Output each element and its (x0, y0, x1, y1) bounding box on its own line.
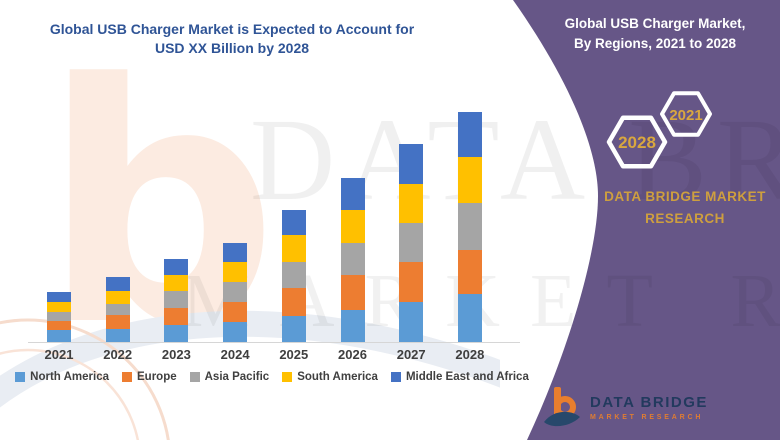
bar-2024 (223, 243, 248, 342)
legend-swatch-icon (189, 372, 200, 382)
x-axis-label-2028: 2028 (455, 347, 485, 362)
bar-segment-north-america (47, 330, 71, 342)
logo-b-icon (544, 387, 580, 427)
bar-2025 (281, 210, 306, 342)
bar-segment-south-america (47, 302, 71, 312)
brand-name-line1: DATA BRIDGE MARKET (604, 189, 766, 204)
bar-segment-north-america (164, 325, 189, 342)
bar-2027 (399, 144, 424, 342)
legend-swatch-icon (122, 372, 132, 382)
chart-legend: North America Europe Asia Pacific South Ame… (15, 371, 529, 383)
bar-segment-asia-pacific (340, 243, 365, 275)
bar-segment-north-america (281, 316, 306, 342)
bar-segment-asia-pacific (399, 223, 424, 262)
hexagon-2021-label: 2021 (669, 107, 702, 124)
bar-segment-middle-east-and-africa (47, 292, 71, 302)
panel-curve-shape (500, 0, 598, 440)
bar-segment-middle-east-and-africa (105, 277, 130, 291)
bar-segment-middle-east-and-africa (223, 243, 248, 262)
company-logo: DATA BRIDGE MARKET RESEARCH (542, 386, 708, 430)
bar-segment-south-america (340, 210, 365, 243)
bar-segment-middle-east-and-africa (281, 210, 306, 235)
bar-segment-asia-pacific (47, 312, 71, 321)
bar-segment-middle-east-and-africa (340, 178, 365, 210)
legend-label: Middle East and Africa (405, 371, 529, 383)
chart-title-line1: Global USB Charger Market is Expected to… (49, 21, 415, 37)
bar-segment-asia-pacific (281, 262, 306, 288)
year-hexagons: 2028 2021 (606, 91, 712, 169)
legend-label: Asia Pacific (204, 371, 270, 383)
legend-item-europe: Europe (122, 371, 177, 383)
brand-name-line2: RESEARCH (645, 210, 725, 226)
bar-segment-south-america (281, 235, 306, 262)
x-axis-label-2024: 2024 (220, 347, 250, 362)
brand-name: DATA BRIDGE MARKET RESEARCH (585, 186, 780, 229)
hexagon-2021-icon (660, 91, 712, 137)
x-axis-label-2025: 2025 (279, 347, 309, 362)
panel-title-line1: Global USB Charger Market, (564, 16, 746, 31)
bar-segment-north-america (340, 310, 365, 342)
legend-item-asia-pacific: Asia Pacific (189, 371, 270, 383)
x-axis-label-2023: 2023 (161, 347, 191, 362)
legend-swatch-icon (282, 372, 293, 382)
bar-segment-north-america (399, 302, 424, 342)
bar-segment-south-america (105, 291, 130, 304)
plot-area: 2021 2022 2023 2024 2025 2026 2027 2028 (28, 110, 520, 362)
hexagon-2028-icon (606, 115, 668, 169)
panel-title: Global USB Charger Market, By Regions, 2… (530, 14, 780, 55)
bar-segment-europe (399, 262, 424, 302)
bar-segment-europe (164, 308, 189, 325)
bar-2022 (105, 277, 130, 342)
bar-segment-north-america (457, 294, 482, 342)
bar-segment-europe (47, 321, 71, 330)
legend-swatch-icon (390, 372, 401, 382)
bar-segment-south-america (164, 275, 189, 291)
bar-segment-south-america (223, 262, 248, 282)
logo-text-line2: MARKET RESEARCH (590, 414, 704, 422)
legend-item-south-america: South America (282, 371, 378, 383)
bar-segment-europe (281, 288, 306, 316)
bar-2023 (164, 259, 189, 342)
x-axis-label-2022: 2022 (103, 347, 133, 362)
chart-title-line2: USD XX Billion by 2028 (154, 39, 310, 56)
side-panel-background (500, 0, 780, 440)
bar-2021 (47, 292, 71, 342)
bar-segment-north-america (223, 322, 248, 342)
side-panel: Global USB Charger Market, By Regions, 2… (500, 0, 780, 440)
bar-segment-north-america (105, 329, 130, 342)
bar-segment-middle-east-and-africa (164, 259, 189, 275)
x-axis-label-2027: 2027 (396, 347, 426, 362)
bar-segment-south-america (457, 157, 482, 203)
bar-segment-asia-pacific (457, 203, 482, 250)
chart-title: Global USB Charger Market is Expected to… (22, 20, 442, 58)
bar-segment-europe (340, 275, 365, 310)
bar-segment-middle-east-and-africa (457, 112, 482, 157)
bar-2026 (340, 178, 365, 342)
legend-item-north-america: North America (15, 371, 109, 383)
bar-2028 (457, 112, 482, 342)
legend-swatch-icon (15, 372, 26, 382)
bar-segment-asia-pacific (223, 282, 248, 302)
bar-segment-asia-pacific (164, 291, 189, 308)
legend-label: North America (30, 371, 109, 383)
hexagon-2028-label: 2028 (618, 133, 656, 152)
legend-item-middle-east-and-africa: Middle East and Africa (390, 371, 529, 383)
legend-label: South America (297, 371, 378, 383)
x-axis-label-2026: 2026 (338, 347, 367, 362)
bar-segment-europe (457, 250, 482, 294)
legend-label: Europe (137, 371, 177, 383)
bar-segment-europe (223, 302, 248, 322)
bar-segment-south-america (399, 184, 424, 223)
bar-segment-europe (105, 315, 130, 329)
watermark-arc-icon (0, 348, 140, 440)
watermark-arc-icon (0, 318, 170, 440)
bar-segment-middle-east-and-africa (399, 144, 424, 184)
panel-title-line2: By Regions, 2021 to 2028 (573, 36, 737, 52)
logo-text-line1: DATA BRIDGE (590, 393, 708, 411)
bar-segment-asia-pacific (105, 304, 130, 315)
x-axis-label-2021: 2021 (44, 347, 74, 362)
